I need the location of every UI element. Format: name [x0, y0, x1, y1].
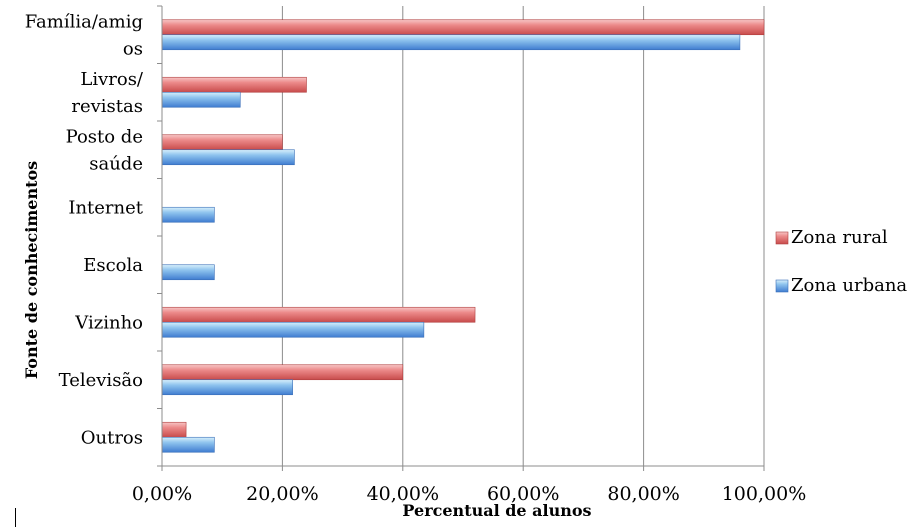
- category-label: Posto de: [66, 126, 143, 147]
- legend-swatch-urbana: [775, 279, 789, 293]
- legend-label-urbana: Zona urbana: [791, 275, 907, 296]
- bar-urbana-3: [161, 206, 215, 223]
- bar-urbana-6: [161, 379, 293, 396]
- x-tick-label: 100,00%: [722, 483, 807, 505]
- bar-rural-0: [161, 19, 765, 36]
- gridlines: [281, 6, 765, 466]
- category-label: os: [123, 38, 143, 59]
- bar-urbana-0: [161, 34, 741, 51]
- category-label: Outros: [81, 427, 143, 448]
- bar-rural-7: [161, 421, 187, 438]
- x-tick-label: 0,00%: [132, 483, 192, 505]
- x-axis-title: Percentual de alunos: [402, 501, 591, 520]
- x-tick-label: 20,00%: [246, 483, 318, 505]
- category-label: Vizinho: [74, 312, 143, 333]
- bar-rural-6: [161, 364, 404, 381]
- legend-label-rural: Zona rural: [791, 227, 888, 248]
- bar-urbana-7: [161, 436, 215, 453]
- x-tick-label: 80,00%: [607, 483, 679, 505]
- bar-urbana-4: [161, 264, 215, 281]
- bar-rural-2: [161, 134, 283, 151]
- legend-swatch-rural: [775, 231, 789, 245]
- x-tick-label: 40,00%: [367, 483, 439, 505]
- category-label: Televisão: [59, 370, 143, 391]
- x-tick-label: 60,00%: [487, 483, 559, 505]
- axes: [157, 5, 765, 471]
- category-label: saúde: [89, 153, 143, 174]
- bar-urbana-5: [161, 321, 425, 338]
- category-label: Internet: [68, 197, 143, 218]
- bar-rural-1: [161, 76, 307, 93]
- category-label: Livros/: [80, 69, 144, 90]
- bar-urbana-2: [161, 149, 295, 166]
- category-label: Família/amig: [25, 11, 143, 32]
- category-label: Escola: [83, 255, 143, 276]
- category-label: revistas: [71, 96, 143, 117]
- labels: 0,00% 20,00% 40,00% 60,00% 80,00% 100,00% Famí…: [25, 11, 806, 505]
- bars: [161, 19, 765, 453]
- bar-rural-5: [161, 306, 476, 323]
- y-axis-title: Fonte de conhecimentos: [22, 161, 41, 379]
- legend: Zona rural Zona urbana: [775, 227, 907, 296]
- bar-urbana-1: [161, 91, 241, 108]
